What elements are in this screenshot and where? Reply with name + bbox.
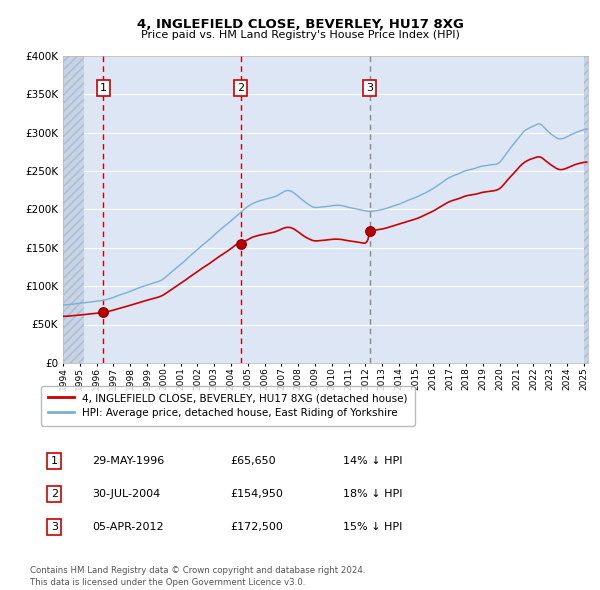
Text: 1: 1 xyxy=(51,456,58,466)
Text: 1: 1 xyxy=(100,83,107,93)
Text: 05-APR-2012: 05-APR-2012 xyxy=(92,522,164,532)
Text: Contains HM Land Registry data © Crown copyright and database right 2024.
This d: Contains HM Land Registry data © Crown c… xyxy=(30,566,365,587)
Text: £172,500: £172,500 xyxy=(230,522,283,532)
Text: 3: 3 xyxy=(366,83,373,93)
Text: 3: 3 xyxy=(51,522,58,532)
Text: £65,650: £65,650 xyxy=(230,456,275,466)
Legend: 4, INGLEFIELD CLOSE, BEVERLEY, HU17 8XG (detached house), HPI: Average price, de: 4, INGLEFIELD CLOSE, BEVERLEY, HU17 8XG … xyxy=(41,386,415,425)
Bar xyxy=(584,56,588,363)
Text: Price paid vs. HM Land Registry's House Price Index (HPI): Price paid vs. HM Land Registry's House … xyxy=(140,30,460,40)
Bar xyxy=(63,56,84,363)
Text: 2: 2 xyxy=(237,83,244,93)
Text: £154,950: £154,950 xyxy=(230,489,283,499)
Text: 18% ↓ HPI: 18% ↓ HPI xyxy=(343,489,403,499)
Text: 4, INGLEFIELD CLOSE, BEVERLEY, HU17 8XG: 4, INGLEFIELD CLOSE, BEVERLEY, HU17 8XG xyxy=(137,18,463,31)
Text: 14% ↓ HPI: 14% ↓ HPI xyxy=(343,456,403,466)
Text: 2: 2 xyxy=(51,489,58,499)
Text: 15% ↓ HPI: 15% ↓ HPI xyxy=(343,522,403,532)
Text: 29-MAY-1996: 29-MAY-1996 xyxy=(92,456,164,466)
Text: 30-JUL-2004: 30-JUL-2004 xyxy=(92,489,160,499)
